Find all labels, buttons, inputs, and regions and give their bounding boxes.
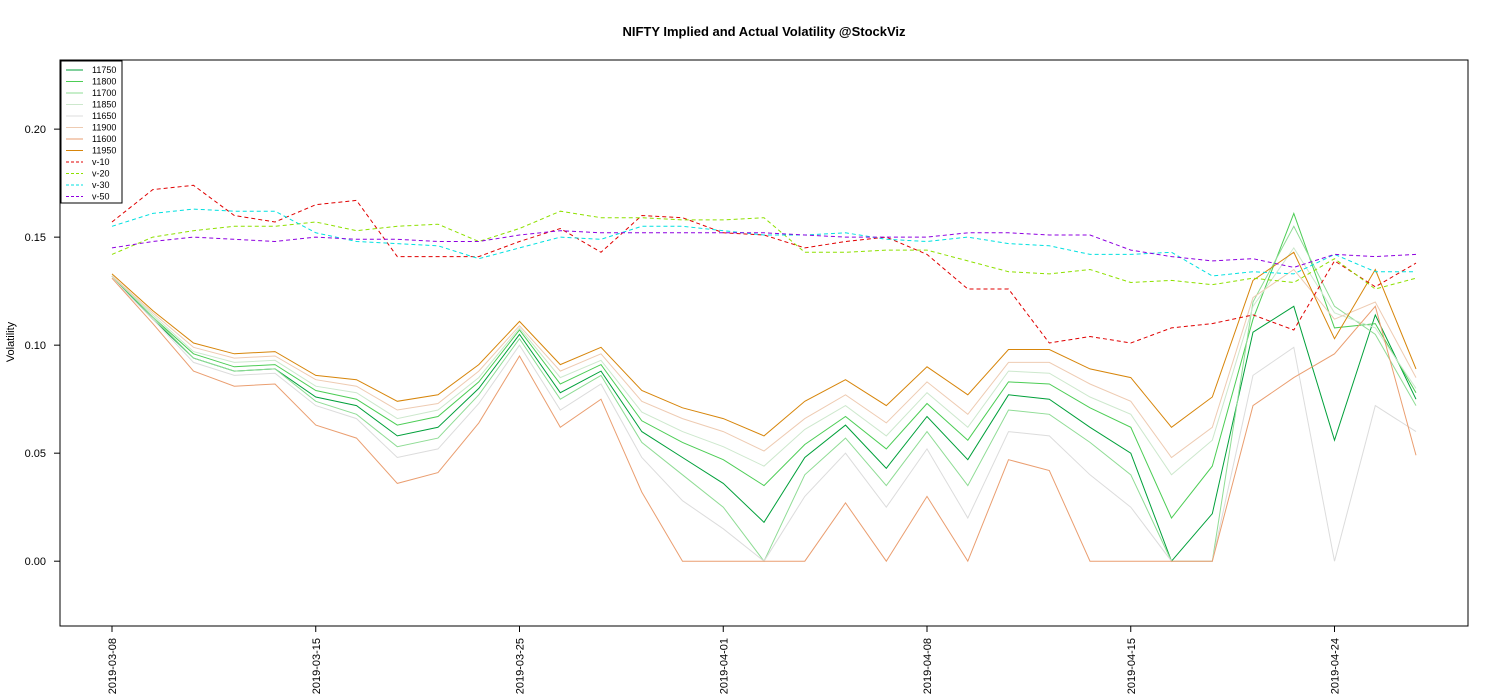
y-tick-label: 0.05	[25, 448, 46, 460]
chart-title: NIFTY Implied and Actual Volatility @Sto…	[622, 24, 906, 39]
x-axis: 2019-03-08 2019-03-15 2019-03-25 2019-04-01…	[107, 626, 1342, 694]
series-line-11600	[111, 277, 1417, 563]
y-tick-label: 0.20	[25, 124, 46, 136]
legend-label: 11650	[92, 111, 116, 121]
legend-label: 11600	[92, 134, 116, 144]
series-line-v-30	[111, 208, 1416, 277]
series-line-v-10	[111, 184, 1417, 344]
y-tick-label: 0.00	[25, 556, 46, 568]
y-axis: 0.00 0.05 0.10 0.15 0.20	[25, 124, 60, 568]
series-line-11700	[111, 225, 1417, 563]
x-tick-label: 2019-04-15	[1126, 638, 1138, 694]
legend-label: 11900	[92, 123, 116, 133]
legend-label: v-10	[92, 157, 110, 167]
legend-label: 11950	[92, 146, 116, 156]
x-tick-label: 2019-03-15	[311, 638, 323, 694]
y-axis-label: Volatility	[5, 321, 17, 362]
x-tick-label: 2019-04-08	[922, 638, 934, 694]
x-tick-label: 2019-04-01	[718, 638, 730, 694]
x-tick-label: 2019-03-25	[515, 638, 527, 694]
series-line-11800	[111, 211, 1417, 519]
y-tick-label: 0.10	[25, 340, 46, 352]
y-tick-label: 0.15	[25, 232, 46, 244]
legend-label: v-50	[92, 192, 110, 202]
series-line-v-20	[111, 210, 1417, 290]
legend-label: 11850	[92, 100, 116, 110]
legend-label: v-20	[92, 169, 110, 179]
series-line-11850	[111, 246, 1417, 476]
series-line-11750	[111, 275, 1417, 563]
legend-label: 11800	[92, 77, 116, 87]
legend-label: 11750	[92, 65, 116, 75]
legend-label: 11700	[92, 88, 116, 98]
plot-frame	[59, 59, 1469, 627]
series-line-v-50	[111, 230, 1417, 268]
series-line-11900	[111, 268, 1417, 459]
x-tick-label: 2019-04-24	[1330, 638, 1342, 694]
legend-label: v-30	[92, 180, 110, 190]
x-tick-label: 2019-03-08	[107, 638, 119, 694]
legend-box	[60, 60, 123, 204]
series-line-11650	[111, 277, 1417, 562]
series-lines	[111, 184, 1417, 563]
series-line-11950	[111, 251, 1417, 437]
